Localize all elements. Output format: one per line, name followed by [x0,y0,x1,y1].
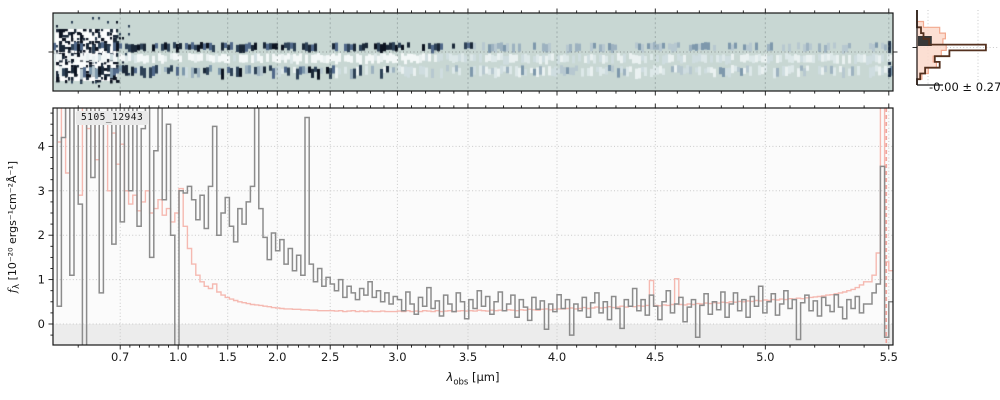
x-tick-label: 5.5 [880,350,898,364]
y-axis-label: fλ [10⁻²⁰ ergs⁻¹cm⁻²Å⁻¹] [5,160,23,294]
x-tick-label: 3.5 [459,350,477,364]
x-tick-label: 1.5 [219,350,237,364]
x-tick-label: 5.0 [756,350,774,364]
histogram-panel [912,10,999,86]
dark-histogram-bar [918,36,932,46]
x-tick-label: 4.5 [646,350,664,364]
y-tick-label: 2 [38,228,45,242]
hist-mean-std-label: -0.00 ± 0.27 [929,80,1000,94]
x-tick-label: 4.0 [548,350,566,364]
x-tick-label: 1.0 [169,350,187,364]
below-zero-band [53,324,893,345]
y-tick-label: 1 [38,273,45,287]
x-tick-label: 0.7 [111,350,129,364]
y-tick-label: 3 [38,184,45,198]
y-tick-label: 0 [38,317,45,331]
object-id-label: 5105_12943 [76,111,149,126]
x-tick-labels: 0.7 1.0 1.5 2.0 2.5 3.0 3.5 4.0 4.5 5.0 5.5 [111,350,898,364]
x-tick-label: 3.0 [388,350,406,364]
x-tick-label: 2.5 [321,350,339,364]
panel2d-axes [52,12,894,92]
x-axis-label: λobs [μm] [446,370,500,388]
main-plot-frame [52,107,894,346]
y-tick-labels: 0 1 2 3 4 [38,139,45,331]
spectrum-lines [56,108,893,345]
object-spectrum-line [56,108,893,345]
panel2d-frame [52,12,894,92]
residual-histogram-outline [916,10,987,85]
main-grid [53,108,893,345]
y-tick-label: 4 [38,139,45,153]
x-tick-label: 2.0 [268,350,286,364]
